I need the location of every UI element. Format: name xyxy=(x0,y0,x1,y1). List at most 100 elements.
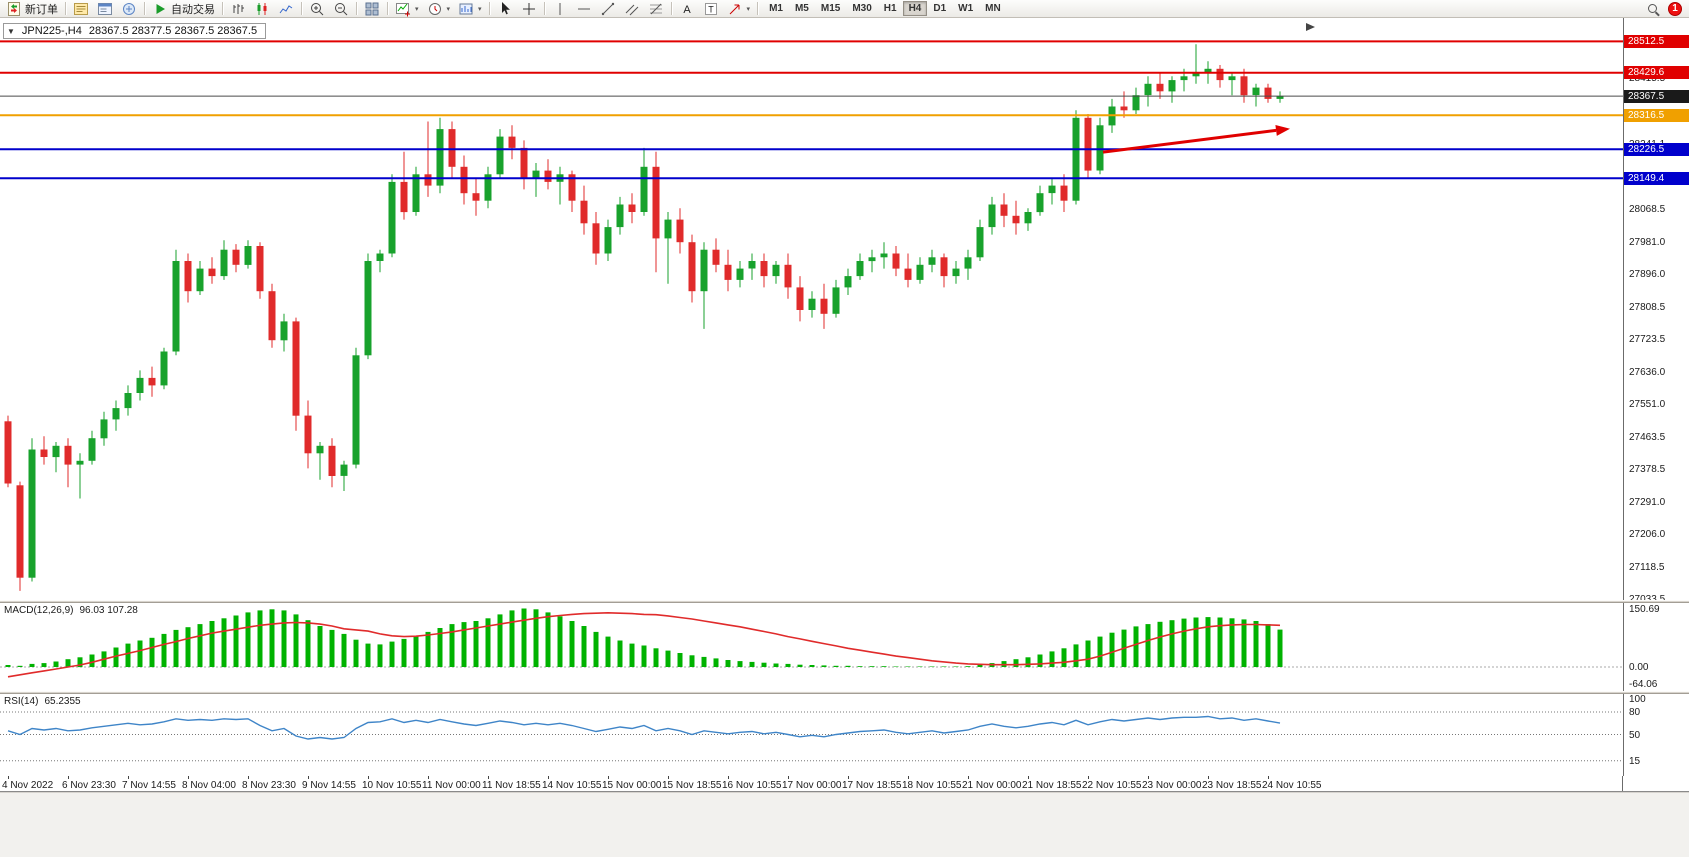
rsi-axis-label: 80 xyxy=(1629,707,1641,718)
candle-body xyxy=(760,261,768,277)
vertical-line-tool-button[interactable] xyxy=(548,1,572,17)
candle-body xyxy=(448,129,456,167)
templates-button[interactable]: ▾ xyxy=(454,1,486,17)
arrows-tool-button[interactable]: ▾ xyxy=(723,1,755,17)
macd-histogram-bar xyxy=(629,643,635,667)
navigator-button[interactable] xyxy=(93,1,117,17)
candle-body xyxy=(136,377,144,393)
zoom-out-button[interactable] xyxy=(329,1,353,17)
time-axis-label: 16 Nov 10:55 xyxy=(722,780,782,791)
vertical-line-icon xyxy=(552,1,568,17)
trendline-tool-button[interactable] xyxy=(596,1,620,17)
fibonacci-tool-button[interactable] xyxy=(644,1,668,17)
periods-button[interactable]: ▾ xyxy=(423,1,455,17)
main-toolbar: 新订单 自动交易 xyxy=(0,0,1689,18)
candle-body xyxy=(1276,96,1284,99)
price-axis-badge: 28226.5 xyxy=(1624,143,1689,156)
macd-histogram-bar xyxy=(161,633,167,667)
rsi-axis-label: 50 xyxy=(1629,730,1641,741)
macd-histogram-bar xyxy=(1085,640,1091,667)
zoom-in-icon xyxy=(309,1,325,17)
market-watch-button[interactable] xyxy=(69,1,93,17)
rsi-chart[interactable] xyxy=(0,694,1623,776)
text-tool-button[interactable]: A xyxy=(675,1,699,17)
candle-body xyxy=(856,261,864,277)
time-axis[interactable]: 4 Nov 2022 6 Nov 23:30 7 Nov 14:55 8 Nov 04… xyxy=(0,776,1689,792)
macd-panel: 150.69 0.00 -64.06 MACD(12,26,9) 96.03 107… xyxy=(0,603,1689,691)
price-axis[interactable]: 28415.528241.128068.527981.027896.027808… xyxy=(1623,18,1689,600)
cursor-tool-button[interactable] xyxy=(493,1,517,17)
time-axis-tick xyxy=(368,776,369,779)
toolbar-separator xyxy=(757,2,759,15)
candle-body xyxy=(1036,193,1044,213)
text-label-tool-button[interactable]: T xyxy=(699,1,723,17)
panel-splitter[interactable] xyxy=(0,691,1689,694)
macd-histogram-bar xyxy=(485,618,491,668)
text-icon: A xyxy=(679,1,695,17)
time-axis-label: 21 Nov 18:55 xyxy=(1022,780,1082,791)
bar-chart-mode-button[interactable] xyxy=(226,1,250,17)
macd-histogram-bar xyxy=(65,659,71,667)
time-axis-label: 22 Nov 10:55 xyxy=(1082,780,1142,791)
new-order-label: 新订单 xyxy=(25,3,58,16)
timeframe-button-h4[interactable]: H4 xyxy=(902,1,928,16)
macd-values: 96.03 107.28 xyxy=(79,605,138,616)
candlestick-mode-button[interactable] xyxy=(250,1,274,17)
price-axis-label: 28068.5 xyxy=(1629,204,1666,215)
tile-windows-button[interactable] xyxy=(360,1,384,17)
one-click-trading-toggle[interactable]: ▼ xyxy=(7,26,15,36)
timeframe-button-d1[interactable]: D1 xyxy=(927,1,952,16)
timeframe-button-m30[interactable]: M30 xyxy=(846,1,877,16)
macd-histogram-bar xyxy=(173,629,179,667)
new-order-icon xyxy=(6,1,22,17)
crosshair-tool-button[interactable] xyxy=(517,1,541,17)
equidistant-channel-tool-button[interactable] xyxy=(620,1,644,17)
macd-histogram-bar xyxy=(797,664,803,667)
candle-body xyxy=(112,408,120,420)
terminal-button[interactable] xyxy=(117,1,141,17)
trend-arrow-head xyxy=(1275,125,1290,136)
macd-histogram-bar xyxy=(41,663,47,667)
search-button[interactable] xyxy=(1644,1,1661,17)
autotrading-button[interactable]: 自动交易 xyxy=(148,1,219,17)
candle-body xyxy=(208,268,216,277)
new-order-button[interactable]: 新订单 xyxy=(2,1,62,17)
macd-chart[interactable] xyxy=(0,603,1623,691)
horizontal-line-tool-button[interactable] xyxy=(572,1,596,17)
chart-shift-marker xyxy=(1306,23,1315,31)
candle-body xyxy=(4,421,12,484)
cursor-icon xyxy=(497,1,513,17)
candle-body xyxy=(232,249,240,265)
macd-histogram-bar xyxy=(929,666,935,667)
macd-histogram-bar xyxy=(53,661,59,667)
zoom-in-button[interactable] xyxy=(305,1,329,17)
price-axis-label: 27118.5 xyxy=(1629,562,1665,573)
candlestick-chart[interactable] xyxy=(0,18,1623,600)
price-axis-label: 27551.0 xyxy=(1629,399,1666,410)
macd-histogram-bar xyxy=(317,626,323,667)
line-chart-mode-button[interactable] xyxy=(274,1,298,17)
time-axis-label: 4 Nov 2022 xyxy=(2,780,54,791)
panel-splitter[interactable] xyxy=(0,600,1689,603)
macd-histogram-bar xyxy=(281,610,287,667)
rsi-panel: 100 80 50 15 RSI(14) 65.2355 xyxy=(0,694,1689,776)
candle-body xyxy=(724,264,732,280)
indicators-button[interactable]: ▾ xyxy=(391,1,423,17)
timeframe-button-w1[interactable]: W1 xyxy=(952,1,979,16)
chart-info-box: ▼ JPN225-,H4 28367.5 28377.5 28367.5 283… xyxy=(3,23,267,39)
candlestick-icon xyxy=(254,1,270,17)
timeframe-button-m5[interactable]: M5 xyxy=(789,1,815,16)
macd-axis[interactable]: 150.69 0.00 -64.06 xyxy=(1623,603,1689,691)
candle-body xyxy=(604,227,612,254)
timeframe-button-m15[interactable]: M15 xyxy=(815,1,846,16)
macd-histogram-bar xyxy=(593,631,599,667)
candle-body xyxy=(1048,185,1056,194)
toolbar-separator xyxy=(301,2,302,15)
timeframe-button-m1[interactable]: M1 xyxy=(763,1,789,16)
candle-body xyxy=(628,204,636,212)
notification-badge[interactable]: 1 xyxy=(1668,1,1682,16)
rsi-axis[interactable]: 100 80 50 15 xyxy=(1623,694,1689,776)
timeframe-button-h1[interactable]: H1 xyxy=(878,1,903,16)
templates-icon xyxy=(458,1,474,17)
timeframe-button-mn[interactable]: MN xyxy=(979,1,1007,16)
